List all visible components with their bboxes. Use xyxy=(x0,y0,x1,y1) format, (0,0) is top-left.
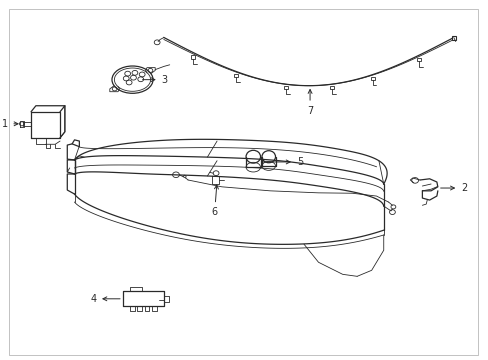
Text: 2: 2 xyxy=(440,183,467,193)
Bar xyxy=(329,86,333,89)
Text: 3: 3 xyxy=(142,75,167,85)
Text: 6: 6 xyxy=(211,185,218,217)
Bar xyxy=(416,58,420,61)
Bar xyxy=(283,86,287,89)
Text: 4: 4 xyxy=(90,294,120,304)
Bar xyxy=(191,55,194,59)
Text: 5: 5 xyxy=(263,157,303,167)
Bar xyxy=(370,77,374,80)
Bar xyxy=(234,74,238,77)
Text: 1: 1 xyxy=(2,119,18,129)
Text: 7: 7 xyxy=(306,90,312,116)
